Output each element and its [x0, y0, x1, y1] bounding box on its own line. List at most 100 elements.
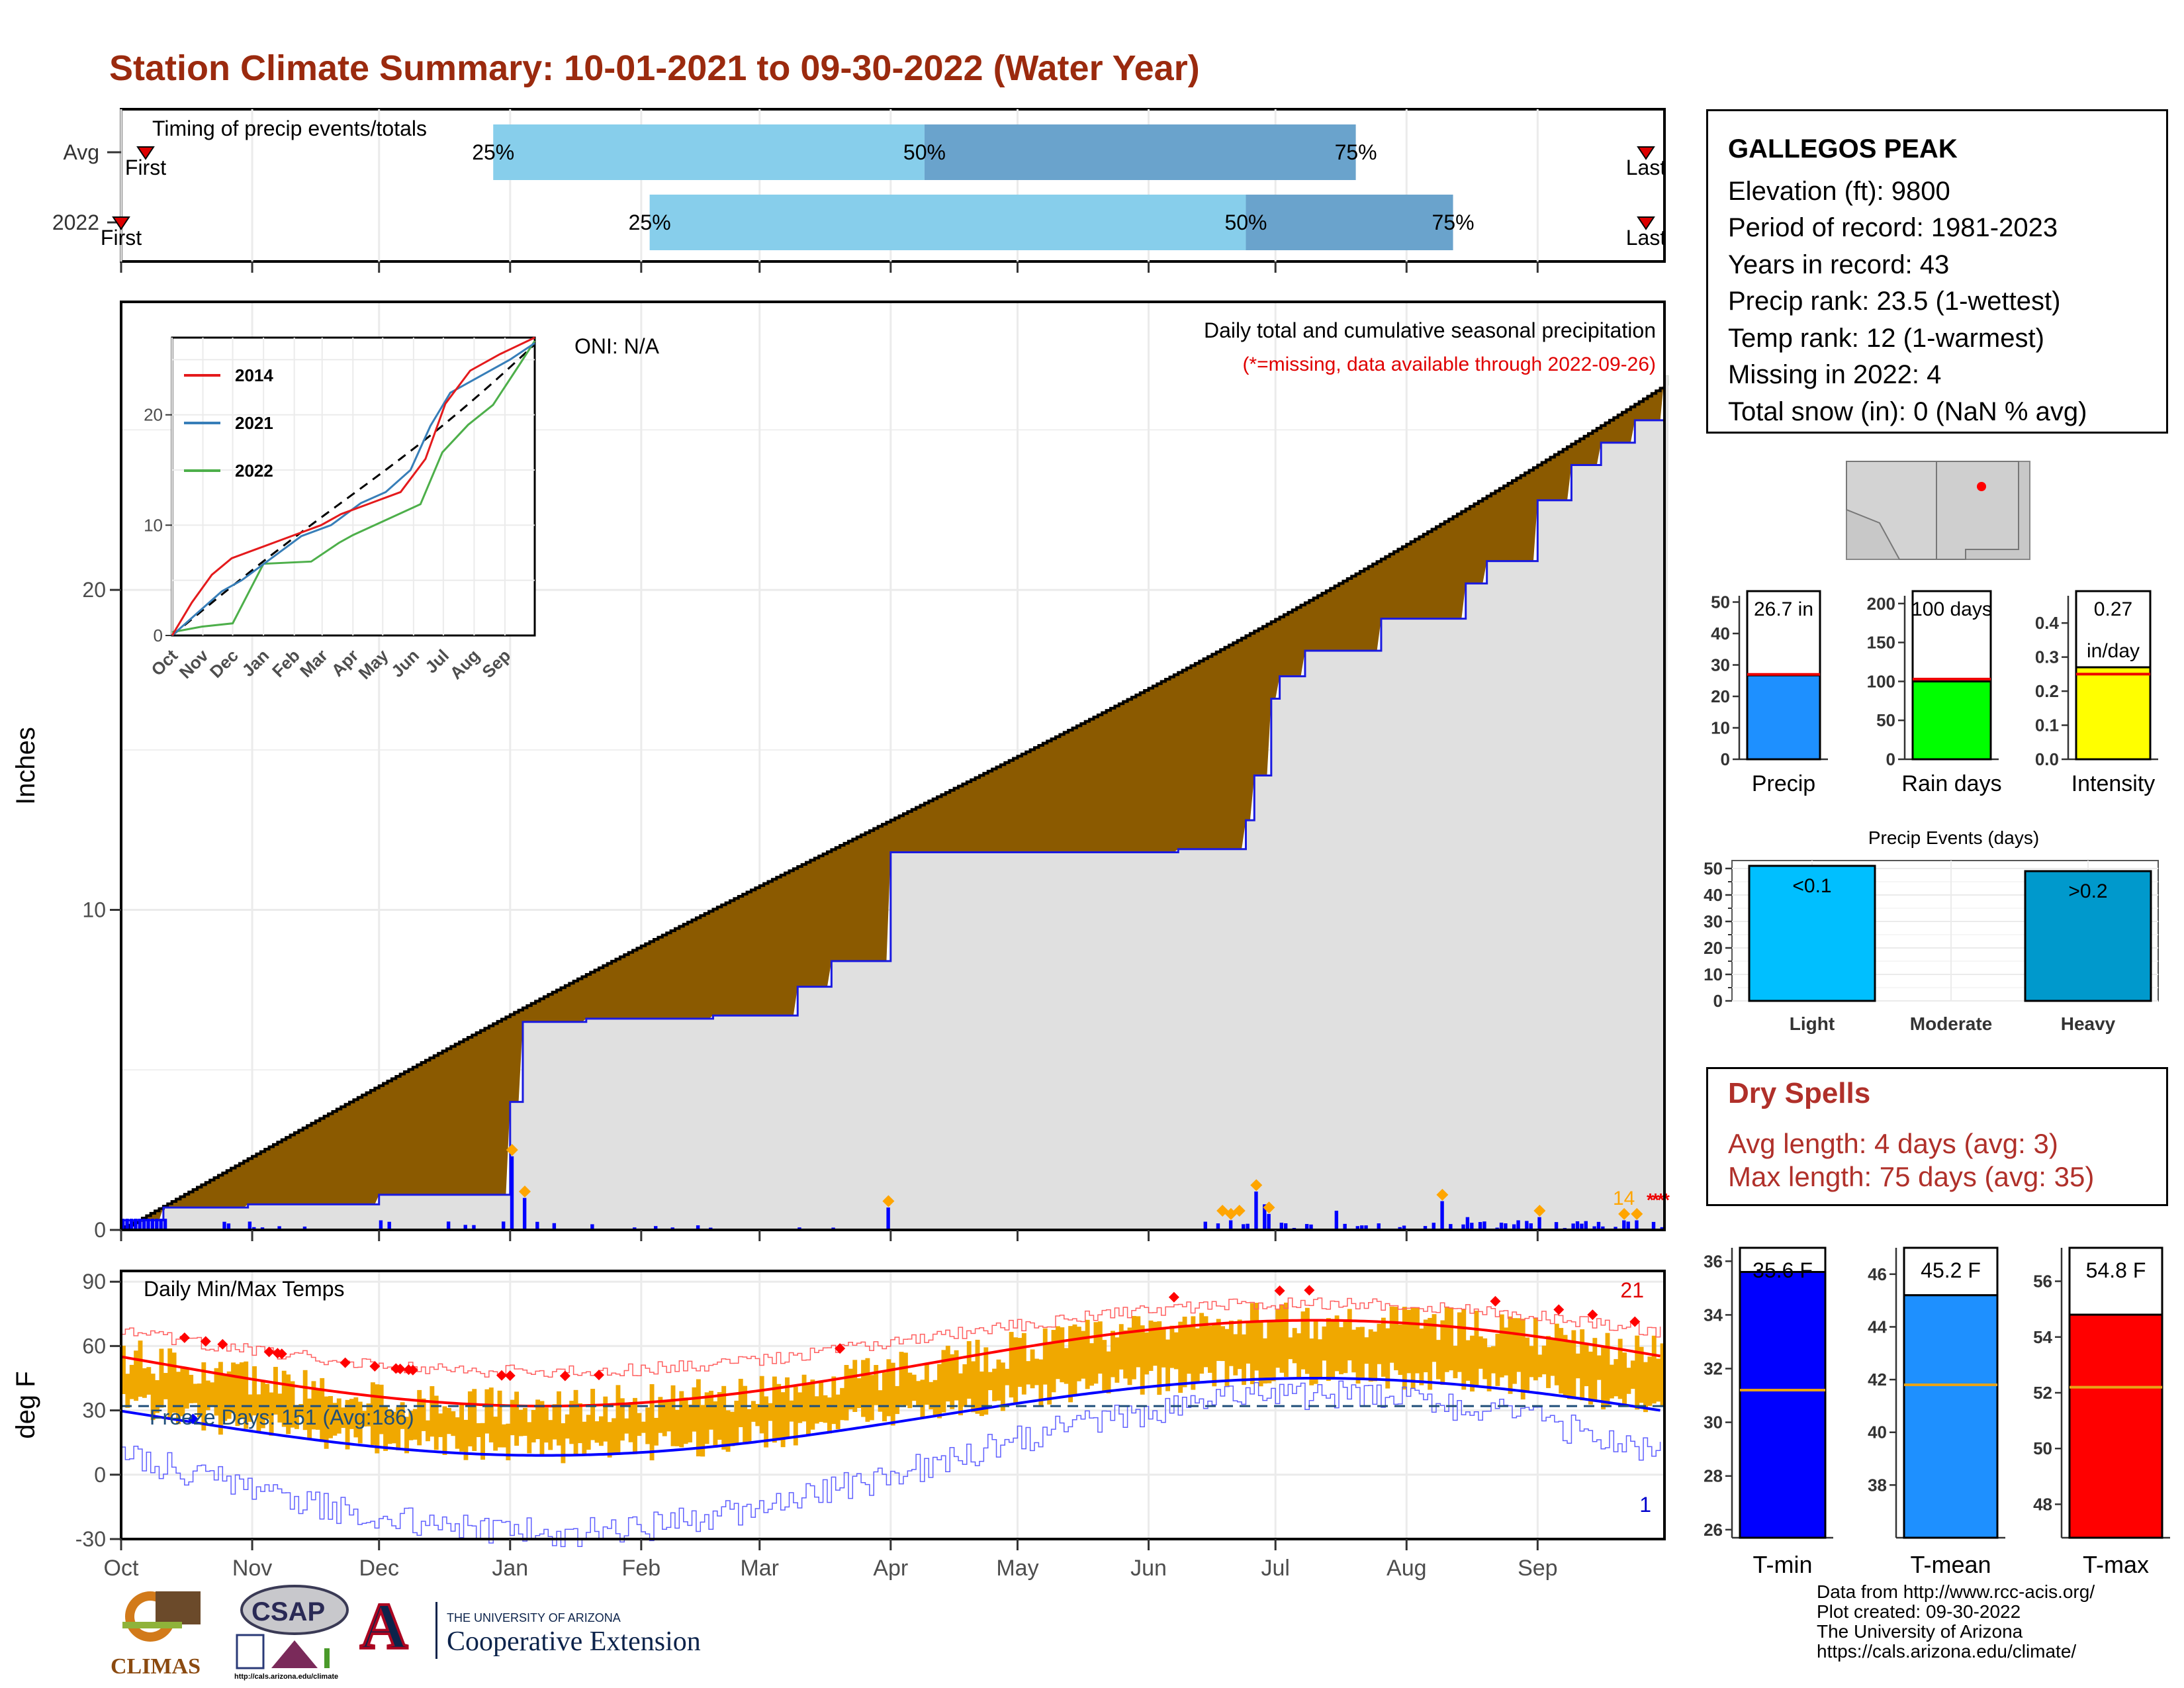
- daily-temp-range-bar: [615, 1385, 621, 1455]
- first-marker: [112, 216, 130, 230]
- x-tick-label: Aug: [1387, 1556, 1427, 1581]
- record-high-marker: [496, 1370, 508, 1381]
- daily-temp-range-bar: [759, 1376, 764, 1434]
- csap-logo-text: CSAP: [251, 1597, 325, 1626]
- rain-days-label: Rain days: [1901, 771, 2001, 796]
- inset-y-tick-label: 20: [144, 405, 163, 425]
- daily-temp-range-bar: [1191, 1316, 1196, 1390]
- daily-temp-range-bar: [895, 1385, 900, 1415]
- daily-precip-bar: [1216, 1223, 1220, 1230]
- daily-temp-range-bar: [565, 1414, 570, 1439]
- daily-temp-range-bar: [535, 1399, 541, 1440]
- average-cumulative-line: [121, 385, 1666, 1229]
- daily-temp-range-bar: [260, 1380, 265, 1429]
- tmean-tick-label: 44: [1868, 1317, 1887, 1336]
- daily-precip-bar: [302, 1226, 307, 1230]
- daily-temp-range-bar: [950, 1354, 955, 1409]
- x-tick-label: Oct: [104, 1556, 139, 1581]
- daily-temp-range-bar: [1283, 1302, 1289, 1377]
- daily-temp-range-bar: [193, 1383, 198, 1403]
- daily-precip-bar: [138, 1219, 142, 1230]
- daily-temp-range-bar: [569, 1401, 574, 1444]
- daily-temp-range-bar: [1275, 1309, 1281, 1368]
- daily-precip-bar: [1504, 1223, 1508, 1230]
- intensity-value-unit: in/day: [2087, 640, 2140, 662]
- daily-temp-range-bar: [1614, 1359, 1619, 1397]
- record-high-marker: [200, 1336, 211, 1347]
- inset-legend-label: 2014: [235, 365, 273, 385]
- daily-precip-bar: [1432, 1223, 1435, 1230]
- daily-temp-range-bar: [226, 1371, 232, 1419]
- daily-temp-range-bar: [852, 1360, 858, 1412]
- daily-temp-range-bar: [975, 1339, 980, 1414]
- main-frame: [120, 301, 1666, 1231]
- daily-temp-range-bar: [941, 1350, 946, 1413]
- daily-temp-range-bar: [1377, 1323, 1382, 1364]
- daily-temp-range-bar: [1081, 1331, 1086, 1379]
- daily-temp-range-bar: [654, 1417, 659, 1446]
- daily-temp-range-bar: [1499, 1314, 1504, 1378]
- daily-temp-range-bar: [670, 1385, 676, 1446]
- y-tick-label: 0: [94, 1218, 106, 1242]
- precip-events-chart: Precip Events (days) <0.1 Light Moderate >0.…: [1704, 827, 2159, 1034]
- daily-temp-range-bar: [1309, 1338, 1314, 1385]
- daily-temp-range-bar: [1537, 1354, 1543, 1378]
- daily-temp-range-bar: [408, 1411, 414, 1440]
- daily-temp-range-bar: [1026, 1361, 1031, 1385]
- daily-temp-range-bar: [920, 1380, 925, 1417]
- station-info-box: GALLEGOS PEAK Elevation (ft): 9800 Perio…: [1706, 109, 2168, 434]
- daily-precip-bar: [1470, 1223, 1474, 1230]
- daily-temp-range-bar: [252, 1366, 257, 1416]
- daily-temp-range-bar: [662, 1401, 667, 1436]
- daily-temp-range-bar: [738, 1378, 743, 1427]
- daily-precip-bar: [1635, 1220, 1639, 1230]
- events-tick-label: 40: [1704, 885, 1723, 905]
- ua-extension-logo: A THE UNIVERSITY OF ARIZONA Cooperative …: [357, 1582, 754, 1681]
- daily-temp-range-bar: [214, 1368, 219, 1416]
- daily-temp-range-bar: [484, 1389, 490, 1434]
- daily-temp-range-bar: [1169, 1325, 1175, 1368]
- observed-cumulative-area: [121, 375, 1669, 1230]
- daily-precip-bar: [146, 1219, 150, 1230]
- missing-note: (*=missing, data available through 2022-…: [1242, 353, 1656, 375]
- record-low-line: [121, 1380, 1661, 1548]
- daily-temp-range-bar: [878, 1390, 883, 1412]
- daily-precip-bar: [1359, 1225, 1364, 1230]
- daily-precip-bar: [1228, 1220, 1233, 1230]
- ua-logo-letter: A: [360, 1589, 408, 1663]
- daily-temp-range-bar: [751, 1401, 756, 1422]
- timing-panel: Timing of precip events/totals 25% 50% 75% A…: [52, 108, 1666, 263]
- rain-days-tick-label: 0: [1886, 749, 1895, 769]
- daily-temp-range-bar: [502, 1424, 506, 1448]
- daily-temp-range-bar: [548, 1420, 553, 1450]
- y-tick-label: 60: [82, 1334, 106, 1358]
- temperature-bar-charts: 26 28 30 32 34 36 35.6 F T-min 38 40 42 44 46 45.2 F T…: [1704, 1246, 2170, 1578]
- record-high-marker: [1587, 1309, 1598, 1321]
- daily-temp-range-bar: [1410, 1307, 1416, 1389]
- historical-inset-chart: 20142021202201020OctNovDecJanFebMarAprMa…: [144, 336, 536, 683]
- info-years: Years in record: 43: [1728, 250, 1950, 279]
- daily-temp-range-bar: [256, 1394, 261, 1433]
- record-high-marker: [593, 1370, 604, 1381]
- daily-temp-range-bar: [163, 1373, 168, 1399]
- intensity-tick-label: 0.0: [2035, 749, 2059, 769]
- daily-precip-bar: [222, 1221, 226, 1230]
- daily-temp-range-bar: [1584, 1344, 1589, 1387]
- daily-temp-range-bar: [222, 1374, 228, 1421]
- daily-temp-range-bar: [1102, 1340, 1107, 1392]
- tmax-tick-label: 48: [2033, 1494, 2052, 1514]
- daily-temp-range-bar: [649, 1384, 655, 1461]
- daily-temp-range-bar: [1233, 1334, 1238, 1376]
- daily-temp-range-bar: [848, 1368, 853, 1410]
- temperature-chart: Daily Min/Max Temps Freeze Days: 151 (Avg…: [11, 1270, 1666, 1581]
- daily-temp-range-bar: [1347, 1309, 1352, 1361]
- daily-precip-bar: [1537, 1217, 1541, 1230]
- daily-temp-range-bar: [806, 1383, 811, 1436]
- daily-temp-range-bar: [1389, 1306, 1394, 1363]
- inset-line-2014: [171, 336, 535, 636]
- daily-temp-range-bar: [1300, 1311, 1306, 1370]
- daily-temp-range-bar: [1271, 1320, 1276, 1382]
- daily-precip-bar: [463, 1225, 467, 1230]
- average-high-line: [120, 1319, 1661, 1408]
- tmean-tick-label: 40: [1868, 1423, 1887, 1442]
